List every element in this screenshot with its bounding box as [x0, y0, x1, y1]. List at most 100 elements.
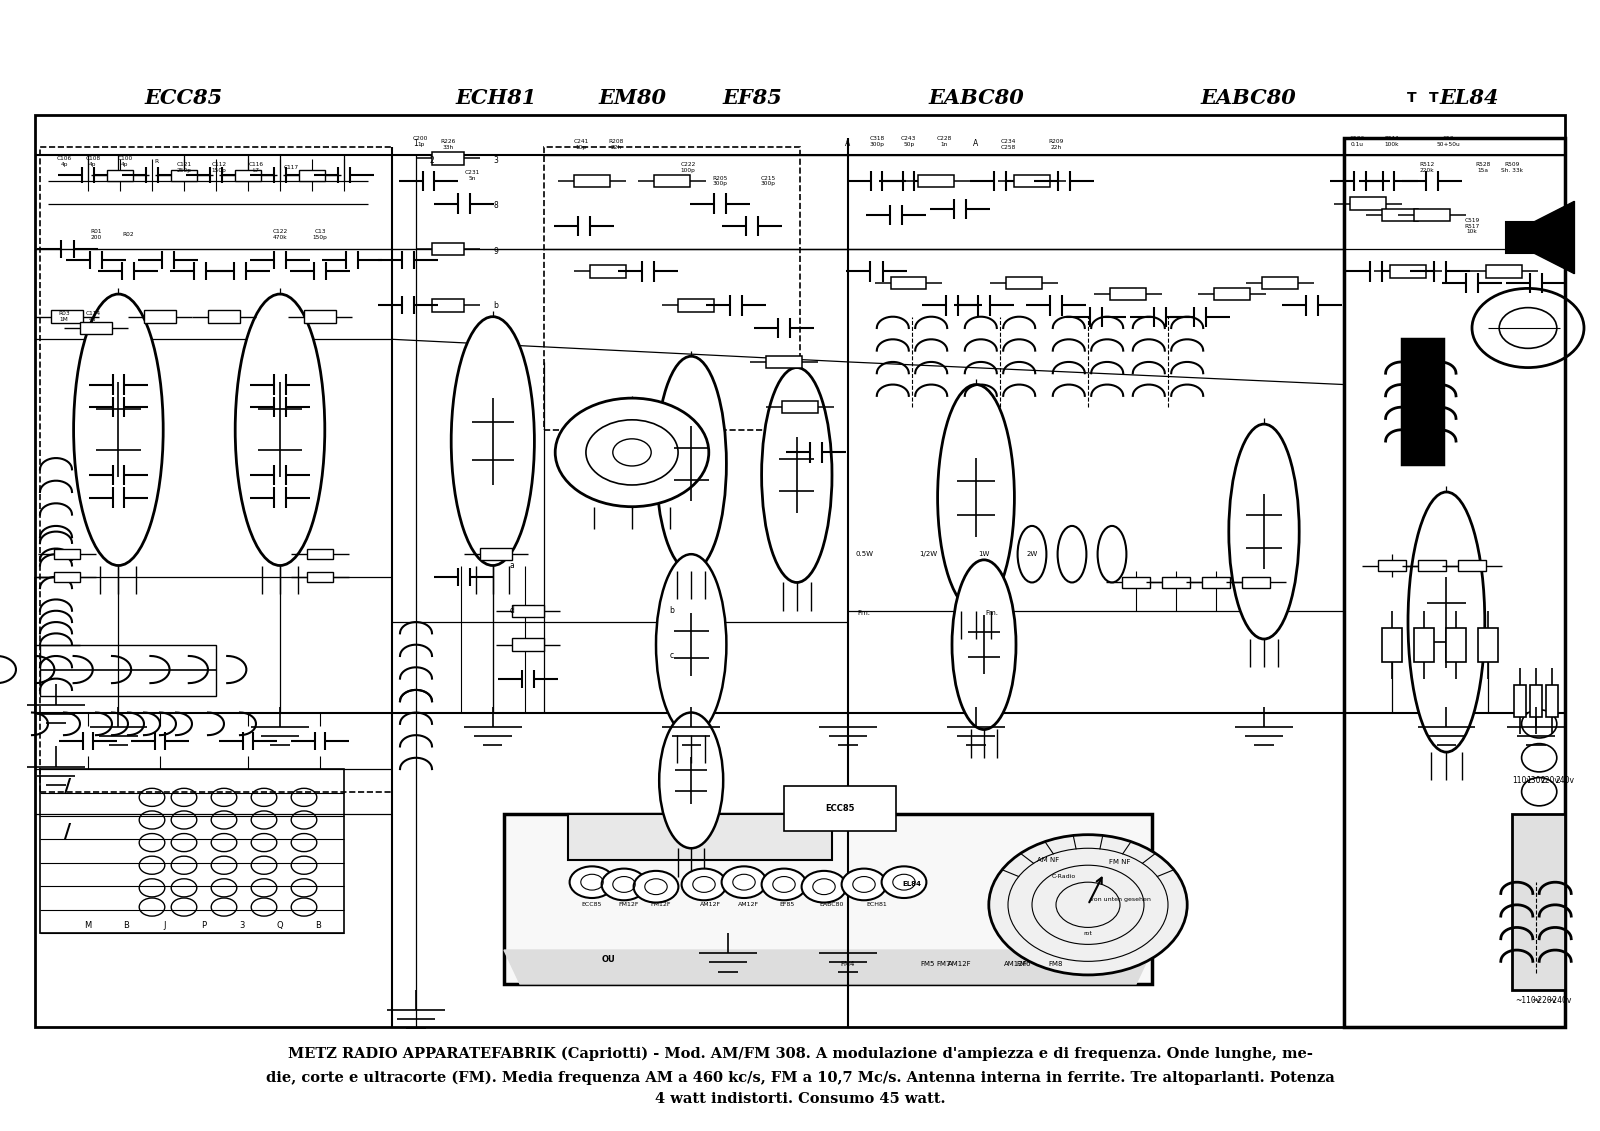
Text: 3: 3 [493, 156, 499, 165]
Text: C243
50p: C243 50p [901, 136, 917, 147]
Bar [432, 153, 464, 164]
Text: R208
22h: R208 22h [608, 139, 624, 150]
Ellipse shape [1018, 526, 1046, 582]
Text: A: A [845, 139, 851, 148]
Text: 110v: 110v [1512, 776, 1531, 785]
Text: 3: 3 [238, 921, 245, 930]
Text: ECH81: ECH81 [867, 903, 886, 907]
Text: EF85: EF85 [779, 903, 795, 907]
Text: EABC80: EABC80 [819, 903, 845, 907]
Text: C200
1p: C200 1p [413, 136, 429, 147]
Text: R511
100k: R511 100k [1384, 136, 1400, 147]
Text: C108
4p: C108 4p [85, 156, 101, 167]
Text: C114
4p: C114 4p [85, 311, 101, 322]
Ellipse shape [1229, 424, 1299, 639]
Circle shape [555, 398, 709, 507]
Ellipse shape [656, 554, 726, 735]
Text: Fm.: Fm. [858, 610, 870, 616]
Text: C526
0.1u: C526 0.1u [1349, 136, 1365, 147]
Text: C234
C258: C234 C258 [1000, 139, 1016, 150]
Text: rot: rot [1083, 931, 1093, 935]
Text: OU: OU [602, 955, 614, 964]
Bar [544, 147, 800, 430]
Text: 4 watt indistorti. Consumo 45 watt.: 4 watt indistorti. Consumo 45 watt. [654, 1093, 946, 1106]
Text: FM8: FM8 [1048, 960, 1064, 967]
Text: METZ RADIO APPARATEFABRIK (Capriotti) - Mod. AM/FM 308. A modulazione d'ampiezza: METZ RADIO APPARATEFABRIK (Capriotti) - … [288, 1047, 1312, 1061]
Ellipse shape [235, 294, 325, 566]
Bar [304, 311, 336, 323]
Text: C228
1n: C228 1n [936, 136, 952, 147]
Text: C519
R517
10k: C519 R517 10k [1464, 218, 1480, 234]
Bar [512, 638, 544, 651]
Text: 0.5W: 0.5W [854, 551, 874, 558]
Circle shape [634, 871, 678, 903]
Text: EABC80: EABC80 [1200, 88, 1296, 109]
Circle shape [762, 869, 806, 900]
Text: C117: C117 [283, 165, 299, 170]
Text: FM7: FM7 [936, 960, 952, 967]
Circle shape [722, 866, 766, 898]
Text: ~110v: ~110v [1515, 996, 1541, 1005]
Bar [504, 814, 1152, 984]
Text: 1W: 1W [978, 551, 990, 558]
Bar [654, 175, 690, 187]
Text: ECC85: ECC85 [582, 903, 602, 907]
Text: C50
50+50u: C50 50+50u [1437, 136, 1459, 147]
Text: R02: R02 [122, 232, 134, 236]
Text: d: d [509, 606, 515, 615]
Text: 1/2W: 1/2W [918, 551, 938, 558]
Bar [54, 572, 80, 581]
Bar [171, 170, 197, 181]
Circle shape [570, 866, 614, 898]
Text: /: / [64, 777, 70, 795]
Bar [307, 550, 333, 560]
Bar [1110, 288, 1146, 300]
Text: B: B [315, 921, 322, 930]
Bar [107, 170, 133, 181]
Circle shape [602, 869, 646, 900]
Bar [1242, 577, 1270, 588]
Text: R226
33h: R226 33h [440, 139, 456, 150]
Bar [54, 550, 80, 560]
Bar [568, 814, 832, 860]
Text: B: B [123, 921, 130, 930]
Ellipse shape [1098, 526, 1126, 582]
Text: A: A [973, 139, 979, 148]
Bar [1446, 628, 1466, 662]
Text: EL84: EL84 [1438, 88, 1499, 109]
Text: R209
22h: R209 22h [1048, 139, 1064, 150]
Text: R205
300p: R205 300p [712, 175, 728, 187]
Text: R: R [155, 159, 158, 164]
Text: C106
4p: C106 4p [56, 156, 72, 167]
Text: EL84: EL84 [902, 881, 922, 888]
Bar [1202, 577, 1230, 588]
Polygon shape [1534, 201, 1574, 274]
Bar [918, 175, 954, 187]
Bar [1530, 685, 1542, 717]
Text: ~240v: ~240v [1546, 996, 1571, 1005]
Ellipse shape [1522, 744, 1557, 772]
Bar [1514, 685, 1526, 717]
Ellipse shape [938, 385, 1014, 611]
Text: R509
Sh. 33k: R509 Sh. 33k [1501, 162, 1523, 173]
Text: ~220v: ~220v [1531, 996, 1557, 1005]
Text: Q: Q [277, 921, 283, 930]
Text: ECC85: ECC85 [146, 88, 222, 109]
Text: C13
150p: C13 150p [312, 228, 328, 240]
Bar [299, 170, 325, 181]
Text: C121
250p: C121 250p [176, 162, 192, 173]
Text: EABC80: EABC80 [928, 88, 1024, 109]
Text: T: T [1406, 92, 1416, 105]
Bar [1414, 208, 1450, 221]
Bar [1486, 266, 1522, 278]
Text: AM12F: AM12F [949, 960, 971, 967]
Text: P: P [200, 921, 206, 930]
Bar [480, 549, 512, 560]
Text: FM5: FM5 [922, 960, 934, 967]
Text: J: J [163, 921, 166, 930]
Circle shape [842, 869, 886, 900]
Bar [35, 115, 1565, 1027]
Bar [512, 604, 544, 618]
Ellipse shape [656, 356, 726, 571]
Bar [1262, 277, 1298, 288]
